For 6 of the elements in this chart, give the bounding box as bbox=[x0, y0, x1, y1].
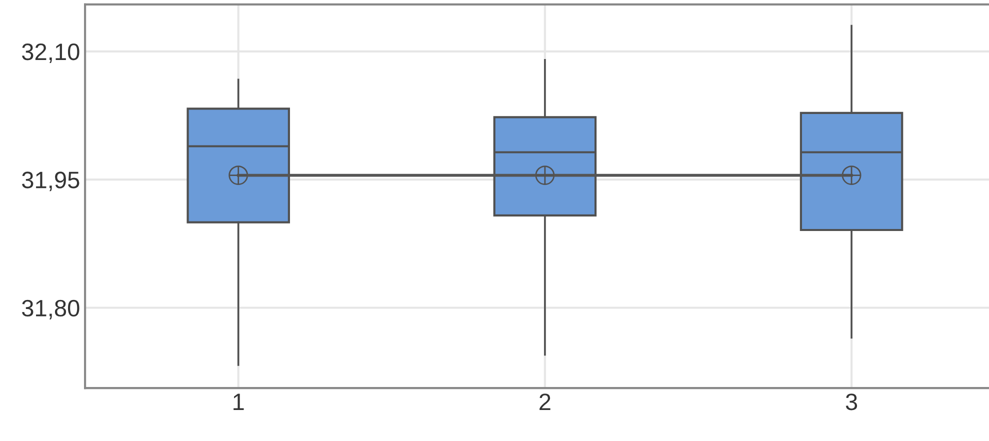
y-tick-label: 31,80 bbox=[22, 300, 80, 320]
x-tick-label: 1 bbox=[234, 394, 244, 410]
y-tick-label: 32,10 bbox=[22, 43, 80, 63]
x-tick-label: 3 bbox=[846, 394, 858, 410]
y-tick-label: 31,95 bbox=[22, 172, 80, 192]
x-tick-label: 2 bbox=[540, 394, 550, 410]
